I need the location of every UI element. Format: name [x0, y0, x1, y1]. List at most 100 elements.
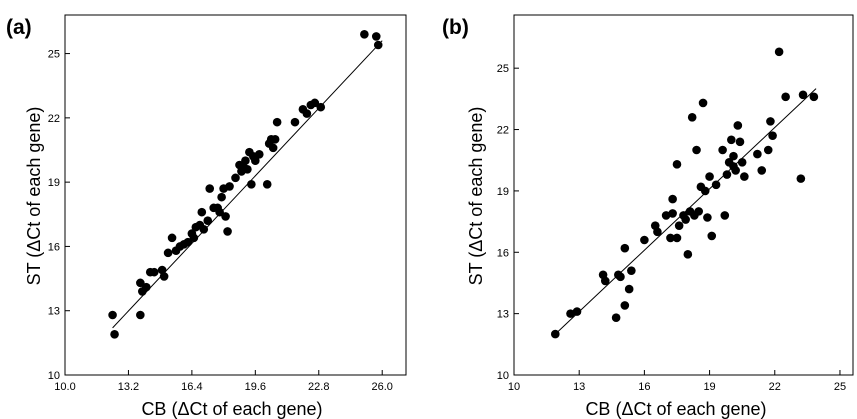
y-tick-label: 16 [497, 247, 509, 259]
axis-ticks-a: 10.0 13.2 16.4 19.6 22.8 26.0 10 13 16 19 22 25 [48, 49, 393, 393]
data-point [661, 211, 671, 220]
data-point [215, 207, 224, 217]
plot-frame-b [513, 14, 854, 376]
y-tick-label: 19 [48, 177, 60, 189]
axis-ticks-b: 10 13 16 19 22 25 10 13 16 19 22 25 [497, 63, 846, 393]
data-point [781, 92, 790, 102]
data-point [373, 40, 383, 50]
data-point [270, 134, 280, 144]
data-point [683, 250, 693, 259]
y-tick-label: 22 [48, 113, 60, 125]
y-tick-label: 10 [497, 370, 509, 382]
x-tick-label: 16 [638, 381, 650, 393]
x-tick-label: 16.4 [181, 381, 202, 393]
x-tick-label: 19 [703, 381, 715, 393]
x-tick-label: 25 [834, 381, 846, 393]
data-point [223, 227, 232, 236]
data-point [653, 227, 662, 237]
data-point [672, 233, 682, 243]
data-point [247, 179, 256, 189]
data-point [197, 207, 207, 217]
data-point [674, 221, 684, 230]
data-point [272, 117, 282, 127]
data-point [620, 301, 630, 310]
data-point [737, 157, 747, 167]
data-point [620, 243, 630, 253]
data-point [221, 212, 230, 221]
data-point [163, 248, 173, 258]
data-point [627, 266, 636, 275]
data-point [572, 307, 582, 316]
y-tick-label: 19 [497, 186, 509, 198]
y-tick-label: 25 [497, 63, 509, 75]
data-point [136, 278, 145, 288]
data-point [731, 166, 740, 175]
data-point [268, 143, 278, 153]
x-tick-label: 22 [769, 381, 781, 393]
data-point [600, 276, 610, 286]
data-point [231, 173, 240, 183]
y-tick-label: 16 [48, 241, 60, 253]
data-point [774, 47, 784, 57]
data-point [141, 282, 151, 292]
data-point [672, 160, 682, 169]
data-point [183, 237, 193, 247]
data-point [225, 182, 234, 191]
regression-line [554, 88, 817, 335]
scatter-panel-a: (a) 10.0 13.2 16.4 19.6 22.8 26.0 10 13 16 19 22 25… [6, 14, 407, 419]
data-point [711, 180, 721, 190]
data-point [302, 109, 312, 118]
data-point [694, 207, 704, 216]
scatter-panel-b: (b) 10 13 16 19 22 25 10 13 16 19 22 25 CB (ΔCt of … [442, 14, 854, 419]
data-point [360, 29, 369, 39]
data-point [310, 98, 320, 108]
data-point [796, 174, 806, 183]
data-point [189, 233, 199, 243]
data-point [692, 145, 701, 155]
data-point [729, 151, 738, 161]
data-point [624, 284, 634, 294]
data-point [243, 164, 252, 174]
data-point [136, 310, 145, 320]
data-point [668, 194, 677, 204]
data-point [687, 112, 697, 122]
x-tick-label: 19.6 [245, 381, 266, 393]
x-axis-title-b: CB (ΔCt of each gene) [585, 399, 766, 419]
data-point [167, 233, 177, 243]
x-tick-label: 13.2 [118, 381, 139, 393]
y-tick-label: 25 [48, 49, 60, 61]
data-point [798, 90, 808, 100]
data-point [108, 310, 117, 320]
data-point [666, 233, 675, 243]
data-points-b [550, 47, 819, 339]
y-axis-title-b: ST (ΔCt of each gene) [466, 107, 486, 286]
data-point [566, 309, 575, 318]
data-point [720, 211, 730, 220]
data-point [718, 145, 727, 155]
data-point [262, 179, 272, 189]
data-point [740, 172, 749, 181]
plot-frame-a [64, 14, 407, 376]
data-point [668, 209, 677, 218]
data-point [203, 216, 213, 226]
data-point [371, 32, 381, 41]
data-point [616, 272, 625, 282]
data-point [809, 92, 819, 102]
x-tick-label: 22.8 [308, 381, 329, 393]
data-point [722, 170, 732, 179]
data-point [700, 186, 710, 196]
data-point [705, 172, 714, 181]
data-point [768, 131, 777, 140]
data-point [733, 121, 743, 130]
data-point [763, 145, 773, 155]
data-point [757, 166, 767, 175]
data-point [159, 272, 169, 281]
data-point [217, 192, 226, 202]
x-tick-label: 26.0 [371, 381, 392, 393]
data-point [241, 156, 250, 166]
data-point [735, 137, 745, 147]
data-point [698, 98, 708, 108]
data-point [550, 329, 560, 339]
data-point [640, 235, 649, 245]
